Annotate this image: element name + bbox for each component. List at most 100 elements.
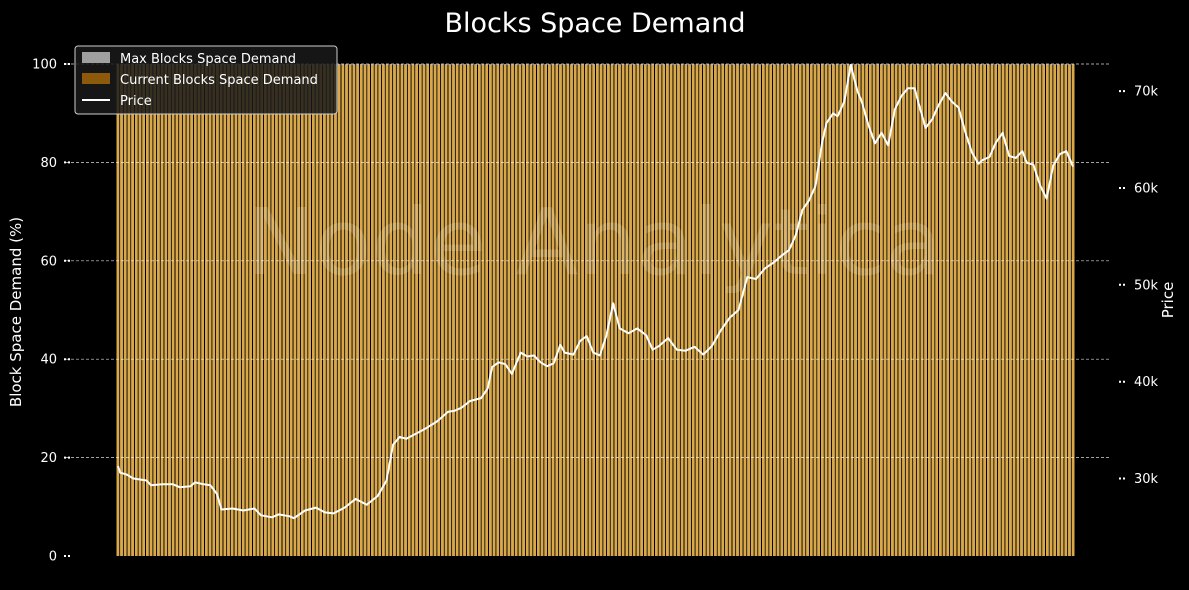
current-demand-bar (1027, 65, 1031, 556)
current-demand-bar (544, 65, 548, 556)
current-demand-bar (673, 65, 677, 556)
current-demand-bar (603, 65, 607, 556)
chart-title: Blocks Space Demand (444, 8, 745, 39)
current-demand-bar (939, 65, 942, 556)
current-demand-bar (470, 65, 474, 556)
current-demand-bar (337, 65, 341, 556)
current-demand-bar (134, 65, 138, 556)
current-demand-bar (485, 65, 489, 556)
right-tick-label: 30k (1134, 472, 1159, 487)
current-demand-bar (1034, 65, 1038, 556)
current-demand-bar (131, 65, 134, 556)
left-tick-label: 40 (40, 353, 57, 368)
current-demand-bar (714, 65, 717, 556)
current-demand-bar (466, 65, 470, 556)
current-demand-bar (179, 65, 182, 556)
current-demand-bar (278, 65, 282, 556)
current-demand-bar (153, 65, 157, 556)
price-line (117, 64, 1074, 520)
current-demand-bar (632, 65, 636, 556)
current-demand-bar (784, 65, 787, 556)
current-demand-bar (758, 65, 761, 556)
price-line-layer (117, 64, 1074, 520)
current-demand-bar (1068, 65, 1071, 556)
current-demand-bar (503, 65, 507, 556)
current-demand-bar (629, 65, 632, 556)
current-demand-bar (1038, 65, 1042, 556)
current-demand-bar (315, 65, 319, 556)
current-demand-bar (927, 65, 931, 556)
current-demand-bar (282, 65, 286, 556)
current-demand-bar (555, 65, 559, 556)
current-demand-bar (271, 65, 275, 556)
current-demand-bar (780, 65, 784, 556)
current-demand-bar (378, 65, 382, 556)
current-demand-bar (861, 65, 865, 556)
current-demand-bar (809, 65, 813, 556)
right-tick-label: 60k (1134, 182, 1159, 197)
current-demand-bar (444, 65, 448, 556)
current-demand-bar (846, 65, 850, 556)
current-demand-bar (832, 65, 835, 556)
current-demand-bar (448, 65, 452, 556)
current-demand-bar (592, 65, 595, 556)
current-demand-bar (688, 65, 691, 556)
left-tick-label: 20 (40, 451, 57, 466)
left-axis-label: Block Space Demand (%) (7, 217, 25, 407)
current-demand-bar (994, 65, 998, 556)
current-demand-bar (953, 65, 957, 556)
current-demand-bar (227, 65, 230, 556)
left-tick-label: 80 (40, 156, 57, 171)
current-demand-bar (573, 65, 577, 556)
current-demand-bar (348, 65, 352, 556)
current-demand-bar (489, 65, 492, 556)
right-axis-label: Price (1159, 282, 1177, 319)
current-demand-bar (979, 65, 983, 556)
current-demand-bar (562, 65, 566, 556)
current-demand-bar (382, 65, 385, 556)
current-demand-bar (481, 65, 485, 556)
current-demand-bar (680, 65, 684, 556)
current-demand-bar (120, 65, 123, 556)
right-axis-ticks: 30k 40k 50k 60k 70k (1119, 85, 1159, 487)
current-demand-bar (607, 65, 610, 556)
current-demand-bar (249, 65, 252, 556)
current-demand-bar (477, 65, 481, 556)
current-demand-bar (1009, 65, 1012, 556)
right-tick-label: 40k (1134, 375, 1159, 390)
current-demand-bar (260, 65, 264, 556)
current-demand-bar (647, 65, 651, 556)
current-demand-bar (880, 65, 883, 556)
current-demand-bar (345, 65, 348, 556)
current-demand-bar (1046, 65, 1049, 556)
current-demand-bar (813, 65, 817, 556)
current-demand-bar (640, 65, 643, 556)
current-demand-bar (876, 65, 879, 556)
current-demand-bar (728, 65, 732, 556)
current-demand-bar (806, 65, 809, 556)
current-demand-bar (323, 65, 326, 556)
current-demand-bar (559, 65, 562, 556)
current-demand-bar (972, 65, 975, 556)
current-demand-bar (330, 65, 334, 556)
current-demand-bar (986, 65, 990, 556)
current-demand-bar (1020, 65, 1023, 556)
current-demand-bar (625, 65, 629, 556)
current-demand-bar (843, 65, 846, 556)
current-demand-bar (839, 65, 843, 556)
current-demand-bar (492, 65, 496, 556)
current-demand-bar (942, 65, 946, 556)
current-demand-bar (891, 65, 894, 556)
current-demand-bar (702, 65, 706, 556)
current-demand-bar (149, 65, 153, 556)
current-demand-bar (983, 65, 986, 556)
current-demand-bar (1071, 65, 1075, 556)
current-demand-bar (146, 65, 149, 556)
current-demand-bar (127, 65, 131, 556)
current-demand-bar (142, 65, 145, 556)
current-demand-bar (773, 65, 776, 556)
legend-swatch-max (82, 52, 110, 63)
current-demand-bar (367, 65, 370, 556)
current-demand-bar (1057, 65, 1060, 556)
current-demand-bar (588, 65, 592, 556)
